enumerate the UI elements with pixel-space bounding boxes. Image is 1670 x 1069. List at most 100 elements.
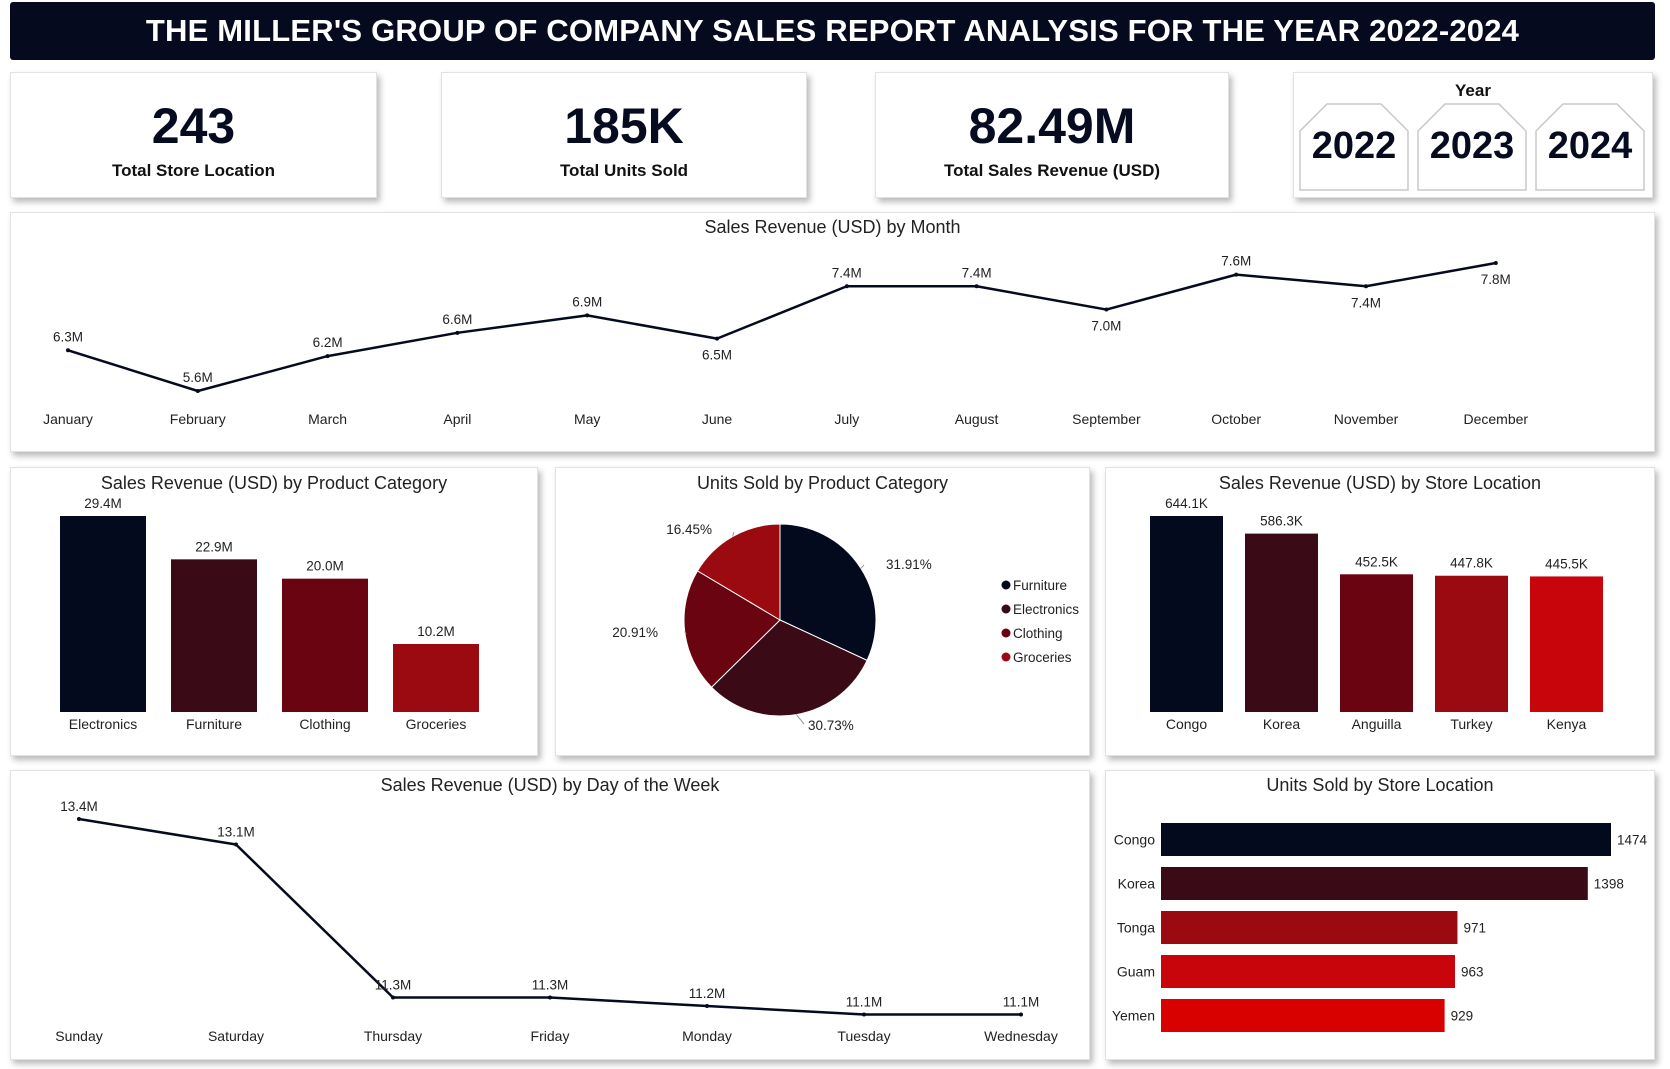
year-slicer-title: Year xyxy=(1455,81,1491,100)
x-tick-label: December xyxy=(1464,411,1529,427)
x-tick-label: Thursday xyxy=(364,1028,422,1044)
x-tick-label: Furniture xyxy=(186,716,242,732)
x-tick-label: Kenya xyxy=(1547,716,1587,732)
data-label: 13.1M xyxy=(217,825,255,840)
bar xyxy=(1161,999,1445,1032)
data-point xyxy=(844,284,849,289)
year-option-2022[interactable]: 2022 xyxy=(1299,103,1409,191)
x-tick-label: July xyxy=(834,411,859,427)
pie-slice xyxy=(710,619,868,717)
x-tick-label: Friday xyxy=(531,1028,570,1044)
kpi-card-sales-revenue[interactable]: 82.49M Total Sales Revenue (USD) xyxy=(875,72,1229,198)
year-option-2023[interactable]: 2023 xyxy=(1417,103,1527,191)
data-label: 11.2M xyxy=(689,986,726,1001)
x-tick-label: February xyxy=(170,411,226,427)
data-point xyxy=(1234,272,1239,277)
weekday-revenue-chart[interactable]: 13.4M Sunday 13.1M Saturday 11.3M Thursday 11.… xyxy=(11,771,1089,1059)
category-revenue-chart[interactable]: 29.4M Electronics 22.9M Furniture 20.0M Cloth… xyxy=(11,468,537,755)
leader-line xyxy=(732,531,735,537)
category-revenue-card: Sales Revenue (USD) by Product Category … xyxy=(10,467,538,756)
monthly-revenue-card: Sales Revenue (USD) by Month 6.3M January… xyxy=(10,212,1655,452)
legend-label: Furniture xyxy=(1013,578,1067,593)
data-label: 644.1K xyxy=(1165,496,1208,511)
data-point xyxy=(548,995,552,1000)
x-tick-label: September xyxy=(1072,411,1141,427)
monthly-revenue-chart[interactable]: 6.3M January 5.6M February 6.2M March 6.6M Apri… xyxy=(11,213,1654,451)
data-point xyxy=(1493,261,1498,265)
legend-marker xyxy=(1001,652,1011,662)
data-label: 6.5M xyxy=(702,348,732,363)
data-label: 13.4M xyxy=(60,799,98,814)
pie-slice xyxy=(779,523,877,662)
chip-shape xyxy=(1535,103,1645,191)
pie-slice xyxy=(696,523,781,621)
data-label: 7.4M xyxy=(962,265,992,280)
category-units-title: Units Sold by Product Category xyxy=(696,473,949,493)
data-point xyxy=(974,284,979,289)
data-point xyxy=(1019,1012,1023,1017)
x-tick-label: Clothing xyxy=(299,716,350,732)
bar xyxy=(1340,574,1413,712)
data-label: 1474 xyxy=(1617,833,1648,848)
data-point xyxy=(705,1004,709,1008)
x-tick-label: Wednesday xyxy=(984,1028,1058,1044)
data-label: 11.1M xyxy=(846,995,883,1010)
data-point xyxy=(195,389,200,393)
bar xyxy=(1161,911,1458,944)
data-label: 445.5K xyxy=(1545,556,1588,571)
y-tick-label: Congo xyxy=(1114,832,1155,848)
weekday-revenue-card: Sales Revenue (USD) by Day of the Week 1… xyxy=(10,770,1090,1060)
data-label: 31.91% xyxy=(886,557,932,572)
data-label: 20.0M xyxy=(306,559,344,574)
x-tick-label: Electronics xyxy=(69,716,137,732)
data-point xyxy=(862,1012,866,1017)
leader-line xyxy=(795,714,805,725)
leader-line xyxy=(860,564,865,569)
data-point xyxy=(77,817,81,821)
location-revenue-chart[interactable]: 644.1K Congo 586.3K Korea 452.5K Anguilla 447.… xyxy=(1106,468,1654,755)
data-point xyxy=(66,348,70,353)
location-units-chart[interactable]: Congo 1474 Korea 1398 Tonga 971 Guam 963 Yemen 92… xyxy=(1106,771,1654,1059)
report-title-banner: THE MILLER'S GROUP OF COMPANY SALES REPO… xyxy=(10,2,1655,60)
kpi-value: 243 xyxy=(151,98,236,154)
data-label: 11.1M xyxy=(1003,995,1040,1010)
data-label: 16.45% xyxy=(666,522,712,537)
data-label: 452.5K xyxy=(1355,554,1398,569)
monthly-revenue-title: Sales Revenue (USD) by Month xyxy=(704,217,961,237)
x-tick-label: January xyxy=(43,411,93,427)
data-label: 20.91% xyxy=(612,625,658,640)
location-units-card: Units Sold by Store Location Congo 1474 Ko… xyxy=(1105,770,1655,1060)
x-tick-label: Tuesday xyxy=(837,1028,890,1044)
kpi-card-store-locations[interactable]: 243 Total Store Location xyxy=(10,72,377,198)
data-label: 6.2M xyxy=(313,335,343,350)
year-option-2024[interactable]: 2024 xyxy=(1535,103,1645,191)
kpi-value: 185K xyxy=(564,98,684,154)
x-tick-label: April xyxy=(443,411,471,427)
bar xyxy=(393,644,479,712)
kpi-value: 82.49M xyxy=(968,98,1136,154)
x-tick-label: August xyxy=(955,411,999,427)
leader-line xyxy=(684,631,687,635)
category-revenue-title: Sales Revenue (USD) by Product Category xyxy=(100,473,448,493)
x-tick-label: Turkey xyxy=(1450,716,1492,732)
data-label: 6.9M xyxy=(572,294,602,309)
data-label: 11.3M xyxy=(532,978,569,993)
data-label: 7.8M xyxy=(1481,272,1511,287)
year-option-label: 2023 xyxy=(1429,125,1515,167)
data-label: 11.3M xyxy=(375,978,412,993)
y-tick-label: Tonga xyxy=(1117,920,1155,936)
bar xyxy=(282,578,368,712)
category-units-card: Units Sold by Product Category 31.91% 30.… xyxy=(555,467,1090,756)
chip-shape xyxy=(1417,103,1527,191)
legend-label: Clothing xyxy=(1013,626,1063,641)
category-units-chart[interactable]: 31.91% 30.73% 20.91% 16.45% Furniture Electro… xyxy=(556,468,1089,755)
data-label: 929 xyxy=(1451,1009,1474,1024)
kpi-label: Total Units Sold xyxy=(559,161,689,180)
x-tick-label: Saturday xyxy=(208,1028,264,1044)
kpi-card-units-sold[interactable]: 185K Total Units Sold xyxy=(441,72,807,198)
data-point xyxy=(715,336,719,341)
chip-shape xyxy=(1299,103,1409,191)
year-slicer: Year 2022 2023 2024 xyxy=(1293,72,1653,198)
data-point xyxy=(1104,307,1109,312)
year-option-label: 2022 xyxy=(1311,125,1397,167)
